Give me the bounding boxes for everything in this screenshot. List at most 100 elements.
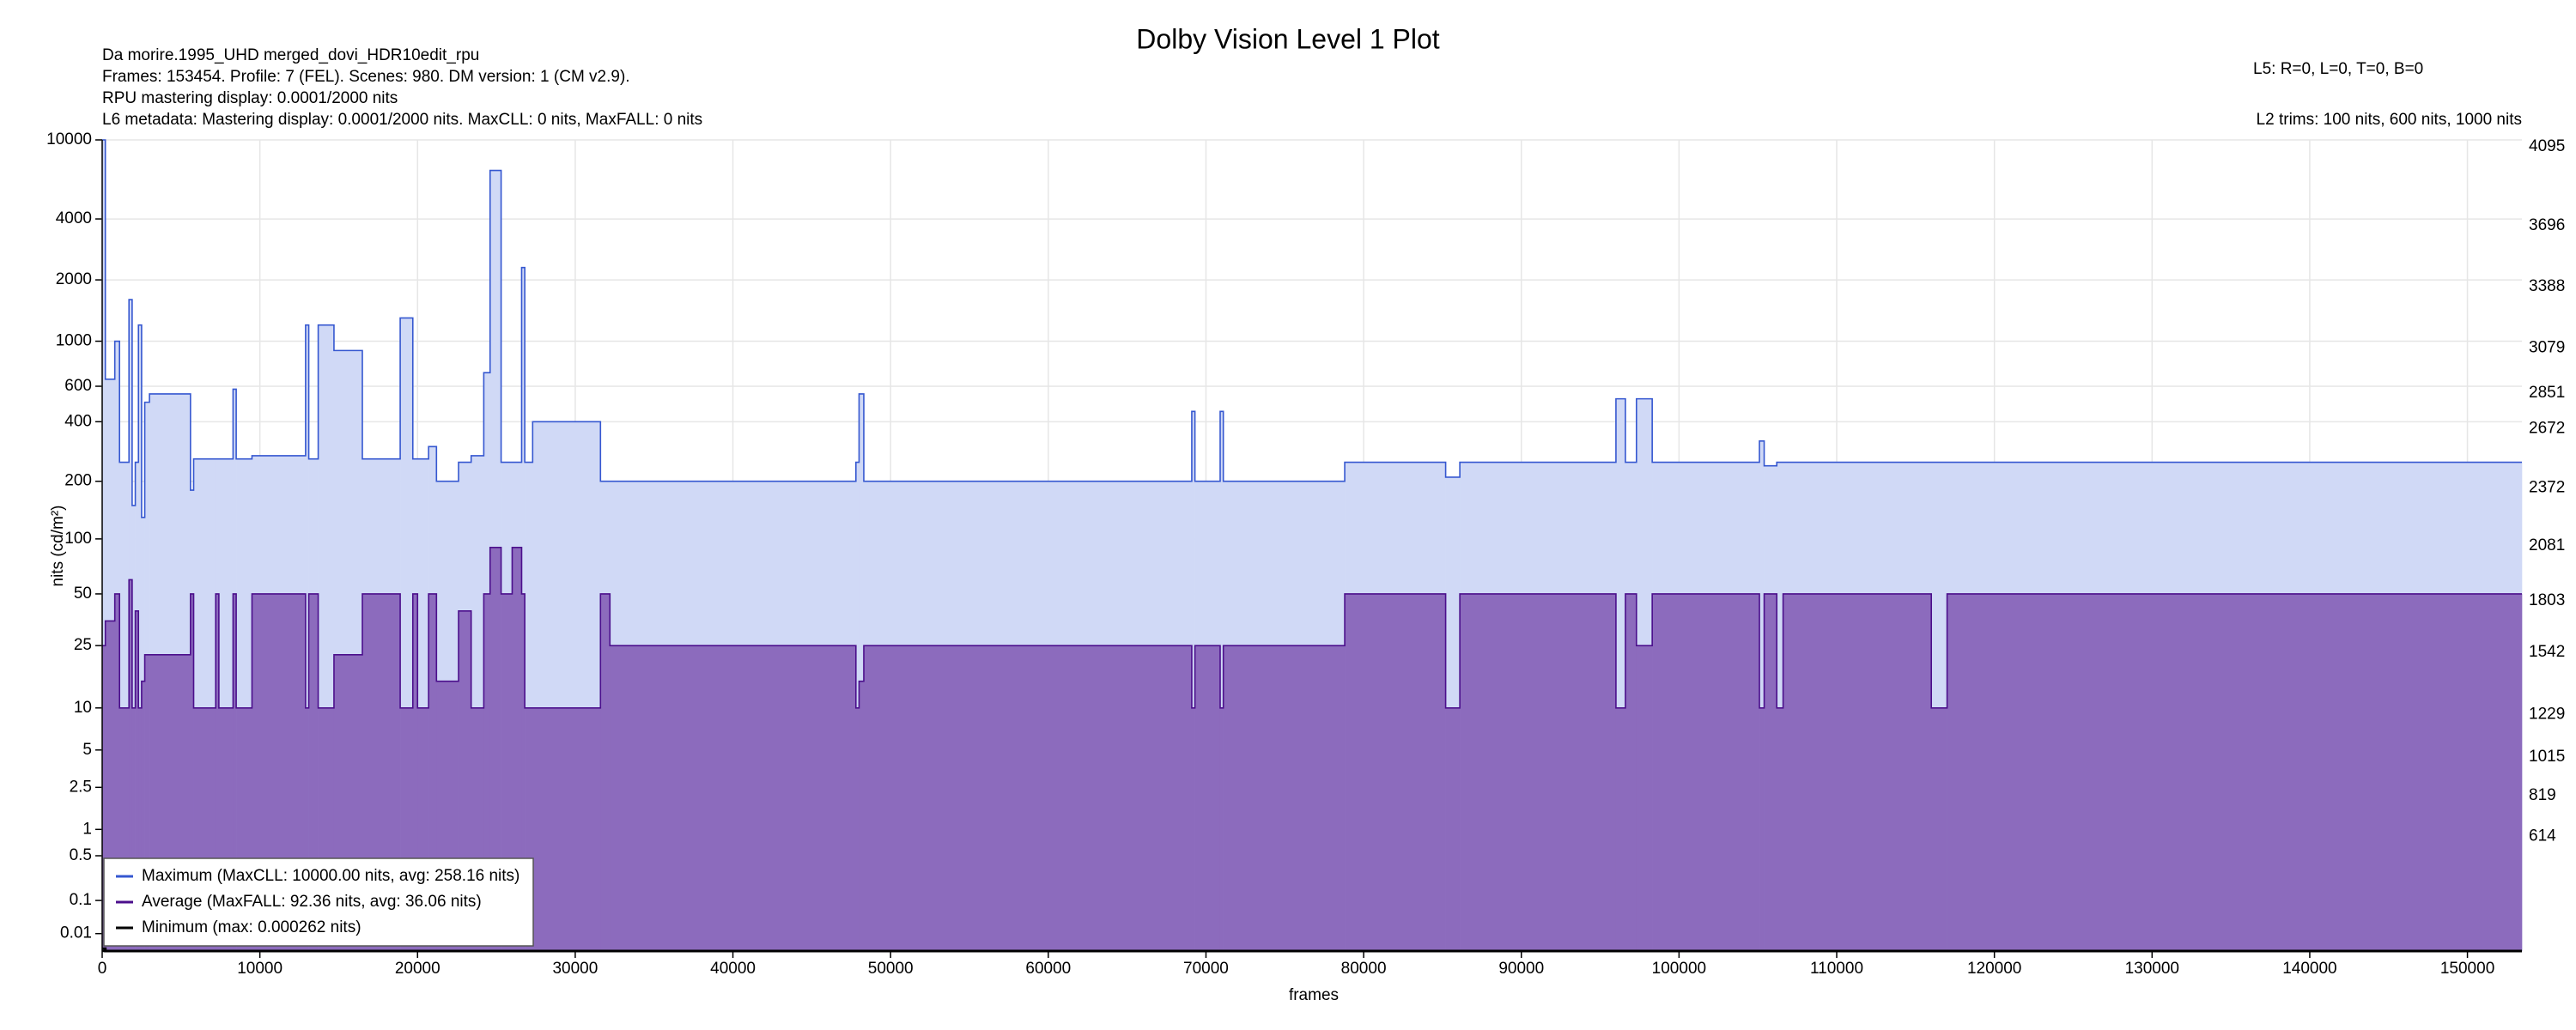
y2-tick-label: 1229 (2529, 705, 2565, 723)
step-area (129, 579, 133, 951)
step-area (138, 324, 143, 952)
step-area (412, 593, 418, 951)
step-area (1636, 645, 1653, 951)
step-area (190, 593, 194, 951)
step-area (141, 681, 145, 951)
legend-box (103, 857, 534, 947)
step-area (525, 462, 533, 951)
y-tick-label: 0.5 (70, 846, 92, 864)
step-area (1445, 707, 1461, 951)
x-tick-label: 90000 (1498, 960, 1544, 978)
y-tick-label: 0.1 (70, 891, 92, 909)
step-area (119, 462, 130, 951)
step-area (489, 547, 501, 951)
legend-label: Maximum (MaxCLL: 10000.00 nits, avg: 258… (142, 867, 519, 885)
step-area (859, 681, 865, 951)
step-area (105, 621, 115, 951)
step-area (135, 610, 139, 951)
step-area (1223, 645, 1346, 951)
step-area (863, 645, 871, 951)
step-area (521, 593, 526, 951)
y2-tick-label: 3079 (2529, 338, 2565, 356)
legend-label: Minimum (max: 0.000262 nits) (142, 918, 361, 936)
y2-tick-label: 2081 (2529, 536, 2565, 554)
chart-title: Dolby Vision Level 1 Plot (1136, 23, 1440, 54)
step-line (102, 139, 2522, 518)
step-area (1783, 593, 1932, 951)
step-area (1777, 462, 1783, 951)
x-tick-label: 0 (98, 960, 107, 978)
x-tick-label: 30000 (552, 960, 598, 978)
y-tick-label: 0.01 (60, 924, 92, 942)
y-tick-label: 100 (64, 530, 92, 548)
x-tick-label: 130000 (2125, 960, 2179, 978)
y-tick-label: 25 (74, 636, 92, 654)
x-tick-label: 20000 (395, 960, 440, 978)
step-area (102, 140, 106, 951)
step-area (1764, 593, 1777, 951)
y-tick-label: 50 (74, 585, 92, 603)
y2-tick-label: 1015 (2529, 748, 2565, 766)
step-area (1345, 593, 1446, 951)
step-area (1777, 707, 1783, 951)
step-area (216, 593, 220, 951)
x-tick-label: 110000 (1810, 960, 1863, 978)
step-area (859, 393, 865, 951)
step-area (1947, 593, 2523, 951)
info-line: RPU mastering display: 0.0001/2000 nits (102, 89, 398, 107)
step-area (855, 462, 860, 951)
y-tick-label: 2000 (56, 270, 92, 288)
y-tick-label: 10 (74, 699, 92, 717)
step-area (855, 707, 860, 951)
step-area (1219, 411, 1224, 951)
y2-tick-label: 819 (2529, 786, 2556, 804)
step-area (428, 593, 437, 951)
y2-tick-label: 614 (2529, 827, 2556, 845)
x-tick-label: 140000 (2282, 960, 2336, 978)
y2-tick-label: 2372 (2529, 479, 2565, 497)
y2-tick-label: 3696 (2529, 216, 2565, 234)
y-tick-label: 1000 (56, 332, 92, 350)
step-area (1615, 398, 1626, 951)
step-area (483, 593, 491, 951)
y-tick-label: 200 (64, 472, 92, 490)
step-area (114, 593, 120, 951)
series (102, 547, 2523, 951)
x-tick-label: 40000 (710, 960, 756, 978)
y-tick-label: 4000 (56, 209, 92, 227)
step-area (305, 707, 309, 951)
x-tick-label: 80000 (1341, 960, 1387, 978)
step-area (131, 707, 136, 951)
step-area (305, 324, 309, 952)
x-tick-label: 120000 (1967, 960, 2021, 978)
step-area (308, 593, 319, 951)
info-right: L5: R=0, L=0, T=0, B=0 (2253, 60, 2423, 78)
step-area (1219, 707, 1224, 951)
step-area (233, 593, 237, 951)
step-line (102, 547, 2522, 709)
y2-tick-label: 2851 (2529, 384, 2565, 402)
y-tick-label: 400 (64, 412, 92, 430)
y2-tick-label: 4095 (2529, 137, 2565, 155)
step-area (1615, 707, 1626, 951)
step-area (525, 707, 533, 951)
step-area (512, 547, 522, 951)
step-area (119, 707, 130, 951)
step-area (1759, 440, 1765, 951)
x-tick-label: 100000 (1652, 960, 1706, 978)
info-right: L2 trims: 100 nits, 600 nits, 1000 nits (2257, 111, 2522, 129)
y2-tick-label: 1542 (2529, 643, 2565, 661)
y-tick-label: 10000 (46, 130, 92, 148)
y-tick-label: 5 (82, 741, 92, 759)
step-area (1625, 593, 1637, 951)
step-area (102, 645, 106, 951)
step-area (1460, 593, 1617, 951)
x-tick-label: 50000 (868, 960, 914, 978)
step-area (532, 707, 601, 951)
step-area (1191, 707, 1195, 951)
y2-tick-label: 3388 (2529, 277, 2565, 295)
y2-tick-label: 2672 (2529, 419, 2565, 437)
x-tick-label: 60000 (1025, 960, 1071, 978)
x-tick-label: 10000 (237, 960, 283, 978)
x-tick-label: 150000 (2440, 960, 2494, 978)
